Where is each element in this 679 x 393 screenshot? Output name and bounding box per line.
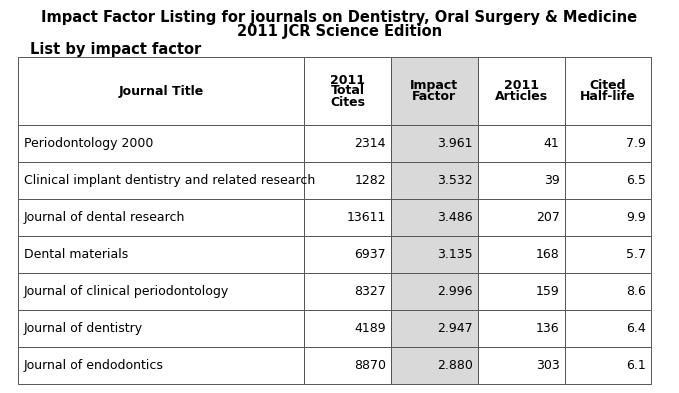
Text: 8.6: 8.6 bbox=[627, 285, 646, 298]
Text: List by impact factor: List by impact factor bbox=[30, 42, 201, 57]
Text: 6.1: 6.1 bbox=[627, 359, 646, 372]
Bar bbox=[18, 273, 304, 310]
Text: 2011 JCR Science Edition: 2011 JCR Science Edition bbox=[237, 24, 442, 39]
Text: Half-life: Half-life bbox=[580, 90, 636, 103]
Bar bbox=[391, 162, 478, 199]
Text: 2.947: 2.947 bbox=[437, 322, 473, 335]
Text: 1282: 1282 bbox=[354, 174, 386, 187]
Bar bbox=[478, 57, 564, 125]
Text: 13611: 13611 bbox=[346, 211, 386, 224]
Bar bbox=[18, 347, 304, 384]
Text: 6.4: 6.4 bbox=[627, 322, 646, 335]
Bar bbox=[391, 199, 478, 236]
Bar bbox=[391, 125, 478, 162]
Bar bbox=[564, 125, 651, 162]
Bar bbox=[391, 57, 478, 125]
Text: Clinical implant dentistry and related research: Clinical implant dentistry and related r… bbox=[24, 174, 315, 187]
Bar bbox=[304, 162, 391, 199]
Bar bbox=[478, 347, 564, 384]
Bar bbox=[391, 273, 478, 310]
Text: 5.7: 5.7 bbox=[626, 248, 646, 261]
Text: Total: Total bbox=[331, 84, 365, 97]
Text: 2011: 2011 bbox=[330, 73, 365, 86]
Text: 136: 136 bbox=[536, 322, 559, 335]
Bar bbox=[304, 199, 391, 236]
Text: 303: 303 bbox=[536, 359, 559, 372]
Bar bbox=[18, 199, 304, 236]
Text: 2314: 2314 bbox=[354, 137, 386, 150]
Bar bbox=[564, 273, 651, 310]
Bar bbox=[478, 273, 564, 310]
Text: 7.9: 7.9 bbox=[627, 137, 646, 150]
Text: Impact Factor Listing for journals on Dentistry, Oral Surgery & Medicine: Impact Factor Listing for journals on De… bbox=[41, 10, 638, 25]
Text: Journal Title: Journal Title bbox=[118, 84, 204, 97]
Text: 2.996: 2.996 bbox=[437, 285, 473, 298]
Text: 8327: 8327 bbox=[354, 285, 386, 298]
Text: Impact: Impact bbox=[410, 79, 458, 92]
Text: 159: 159 bbox=[536, 285, 559, 298]
Text: 3.486: 3.486 bbox=[437, 211, 473, 224]
Bar bbox=[304, 125, 391, 162]
Bar bbox=[391, 347, 478, 384]
Text: 41: 41 bbox=[544, 137, 559, 150]
Text: Cited: Cited bbox=[589, 79, 626, 92]
Bar bbox=[304, 347, 391, 384]
Text: 8870: 8870 bbox=[354, 359, 386, 372]
Text: 207: 207 bbox=[536, 211, 559, 224]
Text: 3.961: 3.961 bbox=[437, 137, 473, 150]
Text: 3.135: 3.135 bbox=[437, 248, 473, 261]
Bar bbox=[391, 236, 478, 273]
Text: Journal of endodontics: Journal of endodontics bbox=[24, 359, 164, 372]
Bar bbox=[564, 310, 651, 347]
Bar bbox=[478, 162, 564, 199]
Bar bbox=[564, 236, 651, 273]
Text: Articles: Articles bbox=[494, 90, 548, 103]
Bar bbox=[478, 310, 564, 347]
Bar bbox=[18, 57, 304, 125]
Bar bbox=[564, 57, 651, 125]
Bar bbox=[304, 57, 391, 125]
Bar bbox=[478, 236, 564, 273]
Text: Factor: Factor bbox=[412, 90, 456, 103]
Text: Journal of dental research: Journal of dental research bbox=[24, 211, 185, 224]
Bar bbox=[564, 347, 651, 384]
Text: 168: 168 bbox=[536, 248, 559, 261]
Text: 9.9: 9.9 bbox=[627, 211, 646, 224]
Text: 6.5: 6.5 bbox=[627, 174, 646, 187]
Bar bbox=[478, 125, 564, 162]
Text: Journal of clinical periodontology: Journal of clinical periodontology bbox=[24, 285, 230, 298]
Bar bbox=[564, 199, 651, 236]
Text: Journal of dentistry: Journal of dentistry bbox=[24, 322, 143, 335]
Text: Periodontology 2000: Periodontology 2000 bbox=[24, 137, 153, 150]
Bar bbox=[391, 310, 478, 347]
Bar bbox=[18, 310, 304, 347]
Text: 6937: 6937 bbox=[354, 248, 386, 261]
Bar bbox=[304, 236, 391, 273]
Bar bbox=[304, 310, 391, 347]
Bar bbox=[304, 273, 391, 310]
Bar bbox=[478, 199, 564, 236]
Text: 3.532: 3.532 bbox=[437, 174, 473, 187]
Text: 2.880: 2.880 bbox=[437, 359, 473, 372]
Text: Dental materials: Dental materials bbox=[24, 248, 128, 261]
Bar bbox=[564, 162, 651, 199]
Bar bbox=[18, 236, 304, 273]
Text: 2011: 2011 bbox=[504, 79, 538, 92]
Text: Cites: Cites bbox=[330, 95, 365, 108]
Bar bbox=[18, 162, 304, 199]
Text: 4189: 4189 bbox=[354, 322, 386, 335]
Bar bbox=[18, 125, 304, 162]
Text: 39: 39 bbox=[544, 174, 559, 187]
